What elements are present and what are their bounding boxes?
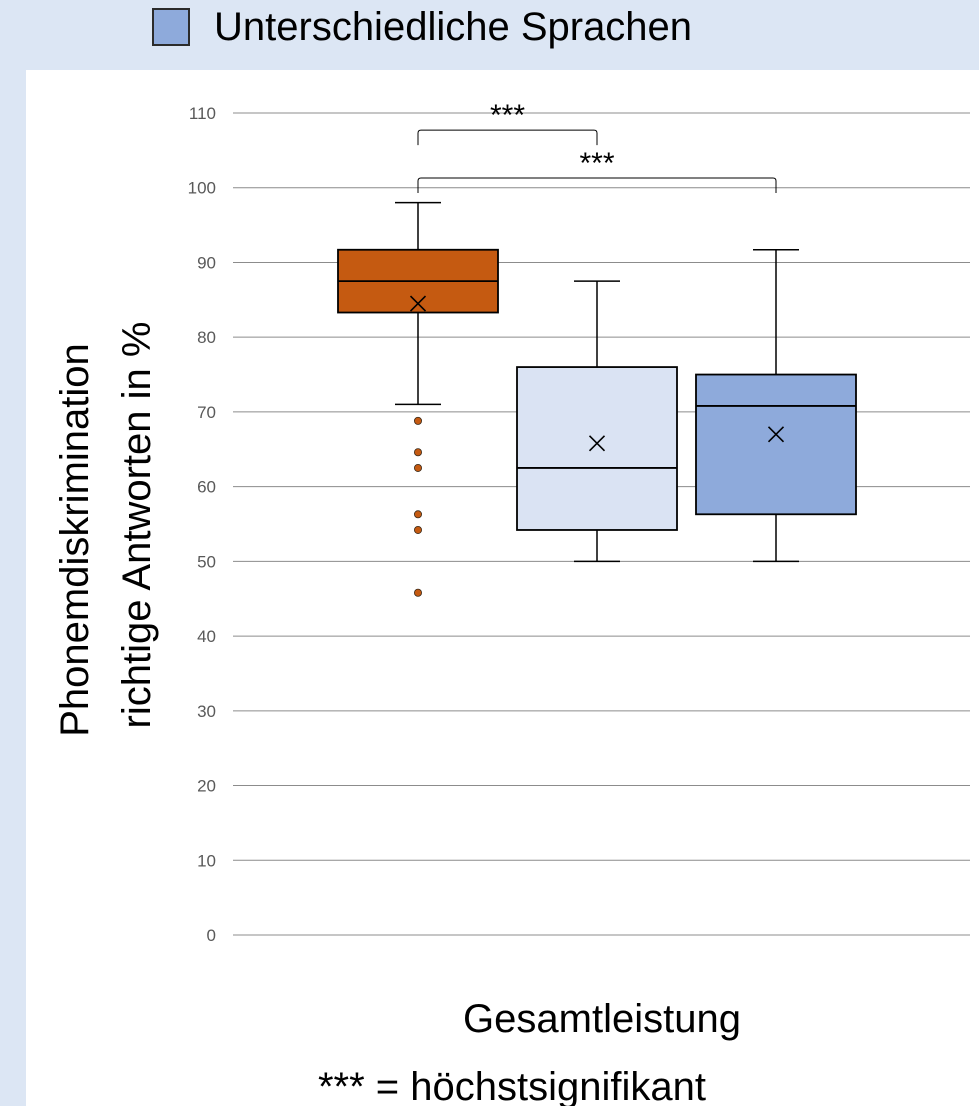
y-tick-label: 10 <box>197 851 216 870</box>
y-tick-label: 80 <box>197 328 216 347</box>
outlier-point <box>413 416 422 425</box>
legend-swatch <box>152 8 190 46</box>
box <box>516 366 678 531</box>
y-tick-label: 20 <box>197 777 216 796</box>
y-tick-label: 70 <box>197 403 216 422</box>
mean-marker <box>409 295 427 312</box>
footnote: *** = höchstsignifikant <box>318 1065 706 1106</box>
box <box>695 373 857 516</box>
y-tick-label: 40 <box>197 627 216 646</box>
y-tick-label: 30 <box>197 702 216 721</box>
plot-panel <box>26 70 979 1106</box>
significance-label: *** <box>579 147 614 180</box>
legend-label: Unterschiedliche Sprachen <box>214 4 693 49</box>
y-axis-title: Phonemdiskrimination <box>53 343 97 737</box>
mean-marker <box>767 426 785 443</box>
y-tick-label: 90 <box>197 253 216 272</box>
y-tick-label: 60 <box>197 478 216 497</box>
outlier-point <box>413 510 422 519</box>
outlier-point <box>413 463 422 472</box>
y-axis-title: richtige Antworten in % <box>115 322 159 729</box>
outlier-point <box>413 588 422 597</box>
y-tick-label: 110 <box>189 104 216 123</box>
outlier-point <box>413 525 422 534</box>
significance-bracket <box>417 129 598 146</box>
y-tick-label: 0 <box>207 926 216 945</box>
x-axis-title: Gesamtleistung <box>463 997 741 1041</box>
y-tick-label: 100 <box>188 179 216 198</box>
y-tick-label: 50 <box>197 552 216 571</box>
mean-marker <box>588 435 606 452</box>
significance-label: *** <box>490 99 525 132</box>
significance-bracket <box>417 177 777 194</box>
legend: Unterschiedliche Sprachen <box>152 5 692 49</box>
outlier-point <box>413 448 422 457</box>
